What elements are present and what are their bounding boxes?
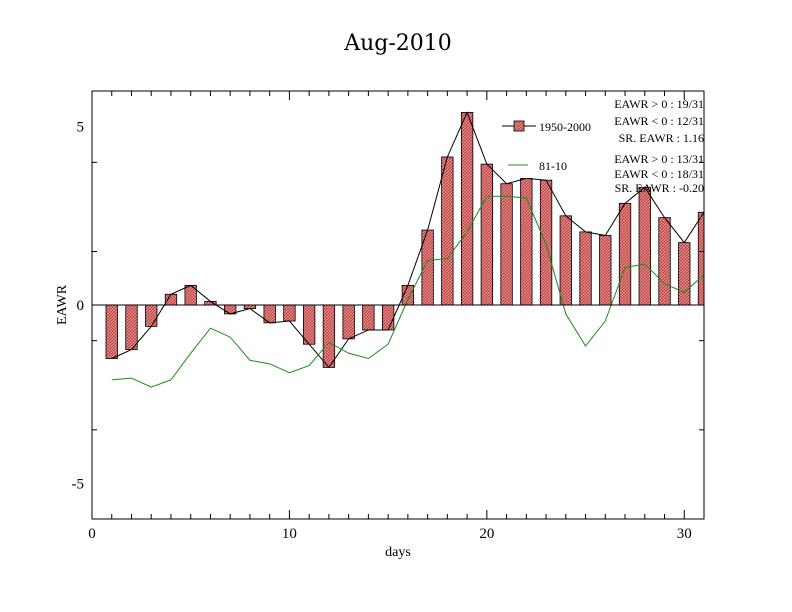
bar (539, 179, 553, 306)
stat-line: SR. EAWR : -0.20 (615, 181, 704, 195)
stat-line: SR. EAWR : 1.16 (619, 131, 704, 145)
y-tick-label: 5 (77, 120, 85, 136)
x-tick-label: 30 (677, 526, 692, 542)
bar (441, 156, 454, 306)
x-axis: 0 10 20 30 (88, 91, 705, 542)
bar (500, 183, 513, 306)
y-axis-label: EAWR (55, 284, 70, 325)
bar (303, 304, 316, 345)
series-line-1950-2000 (111, 111, 704, 369)
x-tick-label: 10 (282, 526, 297, 542)
series-line-81-10 (111, 195, 704, 388)
x-tick-label: 0 (88, 526, 96, 542)
line-series-layer (111, 111, 704, 388)
bar (164, 293, 178, 306)
bar (638, 186, 651, 306)
bar (480, 163, 493, 306)
legend-label-81-10: 81-10 (539, 159, 567, 173)
x-tick-label: 20 (479, 526, 494, 542)
plot-frame (91, 90, 705, 520)
bar (322, 304, 336, 368)
bar (579, 231, 592, 306)
bar (697, 211, 704, 306)
y-tick-label: -5 (72, 476, 85, 492)
bar (145, 304, 158, 327)
bar (599, 235, 612, 306)
y-tick-label: 0 (77, 298, 85, 314)
legend-swatch-bar-1950-2000 (513, 120, 525, 132)
bar (342, 304, 355, 340)
stat-line: EAWR > 0 : 19/31 (614, 97, 704, 111)
chart-title: Aug-2010 (343, 31, 452, 56)
bar (678, 242, 691, 306)
bar (105, 304, 118, 359)
x-axis-label: days (385, 545, 411, 560)
bar-series-1950-2000 (105, 112, 704, 368)
bar (658, 217, 671, 306)
stat-line: EAWR < 0 : 18/31 (614, 167, 704, 181)
y-axis: -5 0 5 (72, 120, 704, 520)
stats-annotations: EAWR > 0 : 19/31 EAWR < 0 : 12/31 SR. EA… (614, 97, 704, 195)
stat-line: EAWR < 0 : 12/31 (614, 114, 704, 128)
bar (618, 202, 632, 306)
bar (283, 304, 296, 322)
bar (125, 304, 138, 350)
bar (381, 304, 395, 331)
stat-line: EAWR > 0 : 13/31 (614, 152, 704, 166)
bar (559, 215, 572, 306)
bar (243, 304, 257, 309)
legend-label-1950-2000: 1950-2000 (539, 120, 591, 134)
bar (460, 112, 474, 306)
bar (362, 304, 375, 331)
legend: 1950-2000 81-10 (502, 120, 591, 173)
